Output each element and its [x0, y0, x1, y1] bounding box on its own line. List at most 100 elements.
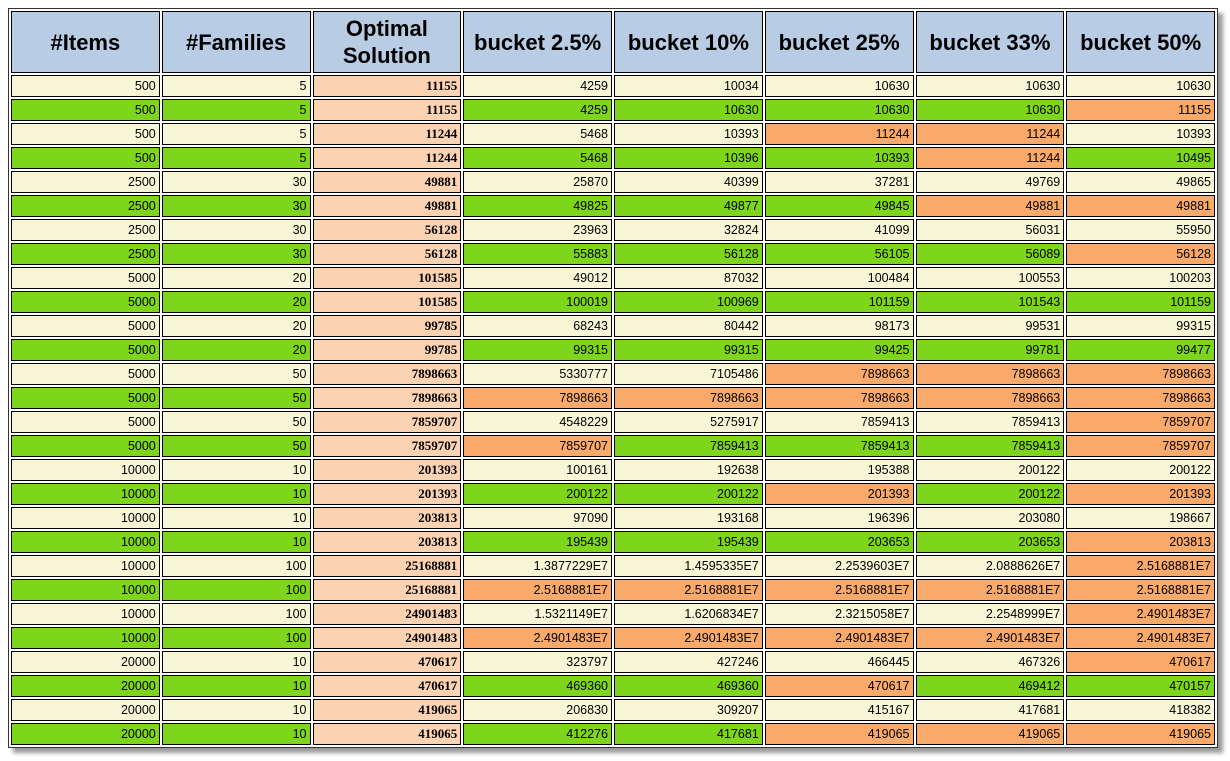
- bucket-50-cell[interactable]: 200122: [1066, 459, 1215, 481]
- bucket-33-cell[interactable]: 419065: [915, 723, 1065, 745]
- bucket-50-cell[interactable]: 470617: [1066, 651, 1215, 673]
- bucket-25-cell[interactable]: 195388: [764, 459, 914, 481]
- bucket-25-cell[interactable]: 196396: [764, 507, 914, 529]
- bucket-33-cell[interactable]: 101543: [915, 291, 1065, 313]
- bucket-10-cell[interactable]: 200122: [614, 483, 763, 505]
- bucket-50-cell[interactable]: 99477: [1066, 339, 1215, 361]
- families-cell[interactable]: 20: [161, 267, 311, 289]
- optimal-solution-cell[interactable]: 49881: [312, 171, 462, 193]
- families-cell[interactable]: 30: [161, 219, 311, 241]
- bucket-10-cell[interactable]: 87032: [614, 267, 763, 289]
- bucket-2-5-cell[interactable]: 100161: [463, 459, 612, 481]
- items-cell[interactable]: 500: [11, 75, 160, 97]
- optimal-solution-cell[interactable]: 49881: [312, 195, 462, 217]
- bucket-33-cell[interactable]: 469412: [915, 675, 1065, 697]
- items-cell[interactable]: 10000: [11, 507, 160, 529]
- bucket-10-cell[interactable]: 5275917: [614, 411, 763, 433]
- bucket-33-cell[interactable]: 2.2548999E7: [915, 603, 1065, 625]
- bucket-25-cell[interactable]: 10630: [764, 75, 914, 97]
- bucket-2-5-cell[interactable]: 469360: [463, 675, 612, 697]
- bucket-50-cell[interactable]: 99315: [1066, 315, 1215, 337]
- bucket-50-cell[interactable]: 470157: [1066, 675, 1215, 697]
- items-cell[interactable]: 500: [11, 99, 160, 121]
- optimal-solution-cell[interactable]: 11155: [312, 99, 462, 121]
- bucket-2-5-cell[interactable]: 2.4901483E7: [463, 627, 612, 649]
- items-cell[interactable]: 5000: [11, 339, 160, 361]
- bucket-50-cell[interactable]: 203813: [1066, 531, 1215, 553]
- bucket-25-cell[interactable]: 203653: [764, 531, 914, 553]
- bucket-10-cell[interactable]: 427246: [614, 651, 763, 673]
- bucket-2-5-cell[interactable]: 4259: [463, 99, 612, 121]
- bucket-25-cell[interactable]: 49845: [764, 195, 914, 217]
- bucket-2-5-cell[interactable]: 68243: [463, 315, 612, 337]
- optimal-solution-cell[interactable]: 7898663: [312, 387, 462, 409]
- bucket-33-cell[interactable]: 200122: [915, 459, 1065, 481]
- items-cell[interactable]: 5000: [11, 435, 160, 457]
- bucket-50-cell[interactable]: 11155: [1066, 99, 1215, 121]
- items-cell[interactable]: 10000: [11, 603, 160, 625]
- bucket-2-5-cell[interactable]: 25870: [463, 171, 612, 193]
- optimal-solution-cell[interactable]: 99785: [312, 315, 462, 337]
- bucket-50-cell[interactable]: 2.5168881E7: [1066, 579, 1215, 601]
- bucket-2-5-cell[interactable]: 4259: [463, 75, 612, 97]
- bucket-2-5-cell[interactable]: 412276: [463, 723, 612, 745]
- bucket-25-cell[interactable]: 100484: [764, 267, 914, 289]
- items-cell[interactable]: 5000: [11, 363, 160, 385]
- bucket-25-cell[interactable]: 2.5168881E7: [764, 579, 914, 601]
- bucket-2-5-cell[interactable]: 55883: [463, 243, 612, 265]
- bucket-10-cell[interactable]: 195439: [614, 531, 763, 553]
- bucket-25-cell[interactable]: 10393: [764, 147, 914, 169]
- optimal-solution-cell[interactable]: 101585: [312, 267, 462, 289]
- bucket-25-cell[interactable]: 466445: [764, 651, 914, 673]
- families-cell[interactable]: 20: [161, 339, 311, 361]
- bucket-25-cell[interactable]: 37281: [764, 171, 914, 193]
- families-cell[interactable]: 10: [161, 459, 311, 481]
- families-cell[interactable]: 50: [161, 435, 311, 457]
- bucket-10-cell[interactable]: 2.4901483E7: [614, 627, 763, 649]
- bucket-2-5-cell[interactable]: 97090: [463, 507, 612, 529]
- families-cell[interactable]: 10: [161, 723, 311, 745]
- optimal-solution-cell[interactable]: 11244: [312, 147, 462, 169]
- bucket-10-cell[interactable]: 10630: [614, 99, 763, 121]
- items-cell[interactable]: 10000: [11, 483, 160, 505]
- bucket-2-5-cell[interactable]: 323797: [463, 651, 612, 673]
- bucket-33-cell[interactable]: 49881: [915, 195, 1065, 217]
- bucket-33-cell[interactable]: 99531: [915, 315, 1065, 337]
- bucket-50-cell[interactable]: 2.5168881E7: [1066, 555, 1215, 577]
- optimal-solution-cell[interactable]: 419065: [312, 699, 462, 721]
- bucket-10-cell[interactable]: 10396: [614, 147, 763, 169]
- families-cell[interactable]: 30: [161, 243, 311, 265]
- bucket-33-cell[interactable]: 11244: [915, 147, 1065, 169]
- bucket-25-cell[interactable]: 7898663: [764, 387, 914, 409]
- bucket-50-cell[interactable]: 2.4901483E7: [1066, 627, 1215, 649]
- families-cell[interactable]: 50: [161, 363, 311, 385]
- bucket-25-cell[interactable]: 470617: [764, 675, 914, 697]
- bucket-2-5-cell[interactable]: 49012: [463, 267, 612, 289]
- items-cell[interactable]: 10000: [11, 531, 160, 553]
- bucket-2-5-cell[interactable]: 200122: [463, 483, 612, 505]
- bucket-33-cell[interactable]: 10630: [915, 75, 1065, 97]
- bucket-50-cell[interactable]: 198667: [1066, 507, 1215, 529]
- items-cell[interactable]: 5000: [11, 411, 160, 433]
- bucket-10-cell[interactable]: 99315: [614, 339, 763, 361]
- families-cell[interactable]: 20: [161, 291, 311, 313]
- bucket-33-cell[interactable]: 11244: [915, 123, 1065, 145]
- families-cell[interactable]: 30: [161, 195, 311, 217]
- bucket-25-cell[interactable]: 2.2539603E7: [764, 555, 914, 577]
- bucket-33-cell[interactable]: 2.5168881E7: [915, 579, 1065, 601]
- items-cell[interactable]: 2500: [11, 243, 160, 265]
- optimal-solution-cell[interactable]: 7859707: [312, 411, 462, 433]
- bucket-33-cell[interactable]: 417681: [915, 699, 1065, 721]
- bucket-10-cell[interactable]: 32824: [614, 219, 763, 241]
- items-cell[interactable]: 5000: [11, 387, 160, 409]
- bucket-33-cell[interactable]: 7859413: [915, 411, 1065, 433]
- bucket-33-cell[interactable]: 200122: [915, 483, 1065, 505]
- families-cell[interactable]: 10: [161, 507, 311, 529]
- bucket-33-cell[interactable]: 467326: [915, 651, 1065, 673]
- bucket-33-cell[interactable]: 2.0888626E7: [915, 555, 1065, 577]
- bucket-10-cell[interactable]: 2.5168881E7: [614, 579, 763, 601]
- optimal-solution-cell[interactable]: 470617: [312, 675, 462, 697]
- bucket-50-cell[interactable]: 7859707: [1066, 435, 1215, 457]
- bucket-10-cell[interactable]: 309207: [614, 699, 763, 721]
- families-cell[interactable]: 5: [161, 99, 311, 121]
